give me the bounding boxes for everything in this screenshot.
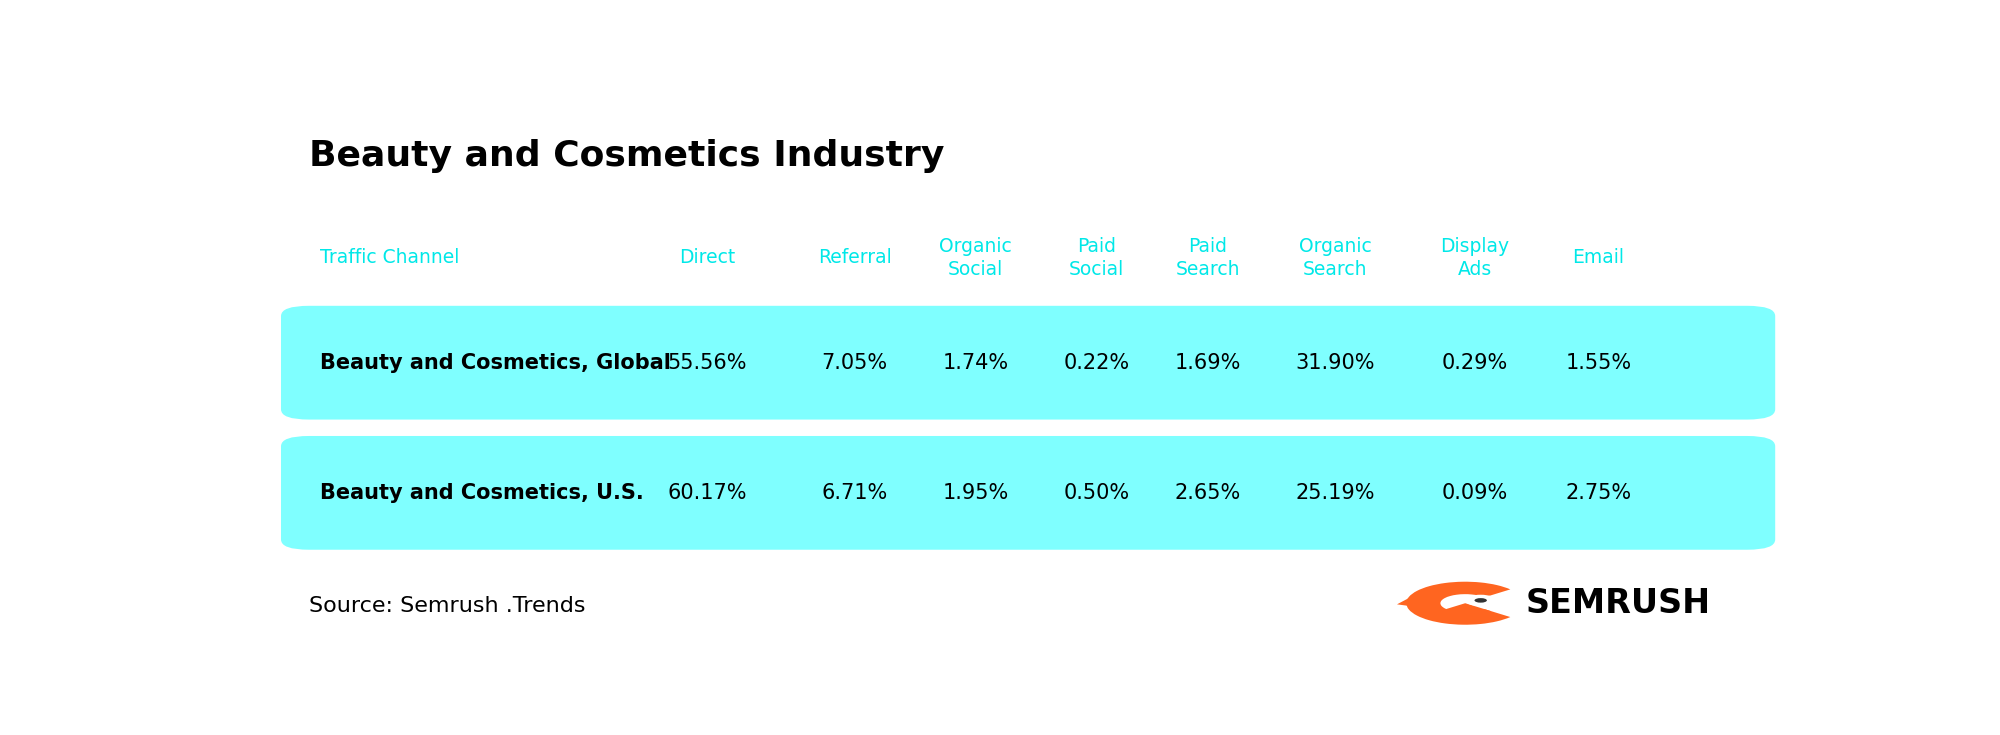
FancyBboxPatch shape bbox=[280, 436, 1776, 550]
Circle shape bbox=[1466, 595, 1496, 606]
Text: Source: Semrush .Trends: Source: Semrush .Trends bbox=[308, 596, 586, 616]
Text: 31.90%: 31.90% bbox=[1296, 353, 1374, 373]
Text: Paid
Social: Paid Social bbox=[1068, 237, 1124, 279]
Text: Beauty and Cosmetics, U.S.: Beauty and Cosmetics, U.S. bbox=[320, 483, 644, 503]
Text: 1.69%: 1.69% bbox=[1174, 353, 1242, 373]
Text: Display
Ads: Display Ads bbox=[1440, 237, 1510, 279]
Text: Organic
Search: Organic Search bbox=[1298, 237, 1372, 279]
Text: 1.74%: 1.74% bbox=[942, 353, 1008, 373]
Text: Beauty and Cosmetics, Global: Beauty and Cosmetics, Global bbox=[320, 353, 670, 373]
Text: Email: Email bbox=[1572, 248, 1624, 268]
Polygon shape bbox=[1396, 587, 1432, 609]
Text: Paid
Search: Paid Search bbox=[1176, 237, 1240, 279]
Wedge shape bbox=[1440, 603, 1492, 616]
Text: 2.75%: 2.75% bbox=[1566, 483, 1632, 503]
Wedge shape bbox=[1406, 581, 1510, 625]
Text: SEMRUSH: SEMRUSH bbox=[1526, 587, 1710, 620]
Text: 55.56%: 55.56% bbox=[668, 353, 748, 373]
Text: Organic
Social: Organic Social bbox=[940, 237, 1012, 279]
Text: 1.95%: 1.95% bbox=[942, 483, 1008, 503]
Text: Traffic Channel: Traffic Channel bbox=[320, 248, 460, 268]
Text: 0.22%: 0.22% bbox=[1064, 353, 1130, 373]
Text: 60.17%: 60.17% bbox=[668, 483, 748, 503]
FancyBboxPatch shape bbox=[280, 306, 1776, 420]
Text: 1.55%: 1.55% bbox=[1566, 353, 1632, 373]
Text: 0.29%: 0.29% bbox=[1442, 353, 1508, 373]
Text: 0.09%: 0.09% bbox=[1442, 483, 1508, 503]
Text: 0.50%: 0.50% bbox=[1064, 483, 1130, 503]
Text: 25.19%: 25.19% bbox=[1296, 483, 1374, 503]
Text: Direct: Direct bbox=[680, 248, 736, 268]
Text: 6.71%: 6.71% bbox=[822, 483, 888, 503]
Text: Beauty and Cosmetics Industry: Beauty and Cosmetics Industry bbox=[308, 139, 944, 173]
Text: 2.65%: 2.65% bbox=[1174, 483, 1242, 503]
Circle shape bbox=[1474, 598, 1486, 603]
Text: Referral: Referral bbox=[818, 248, 892, 268]
Text: 7.05%: 7.05% bbox=[822, 353, 888, 373]
